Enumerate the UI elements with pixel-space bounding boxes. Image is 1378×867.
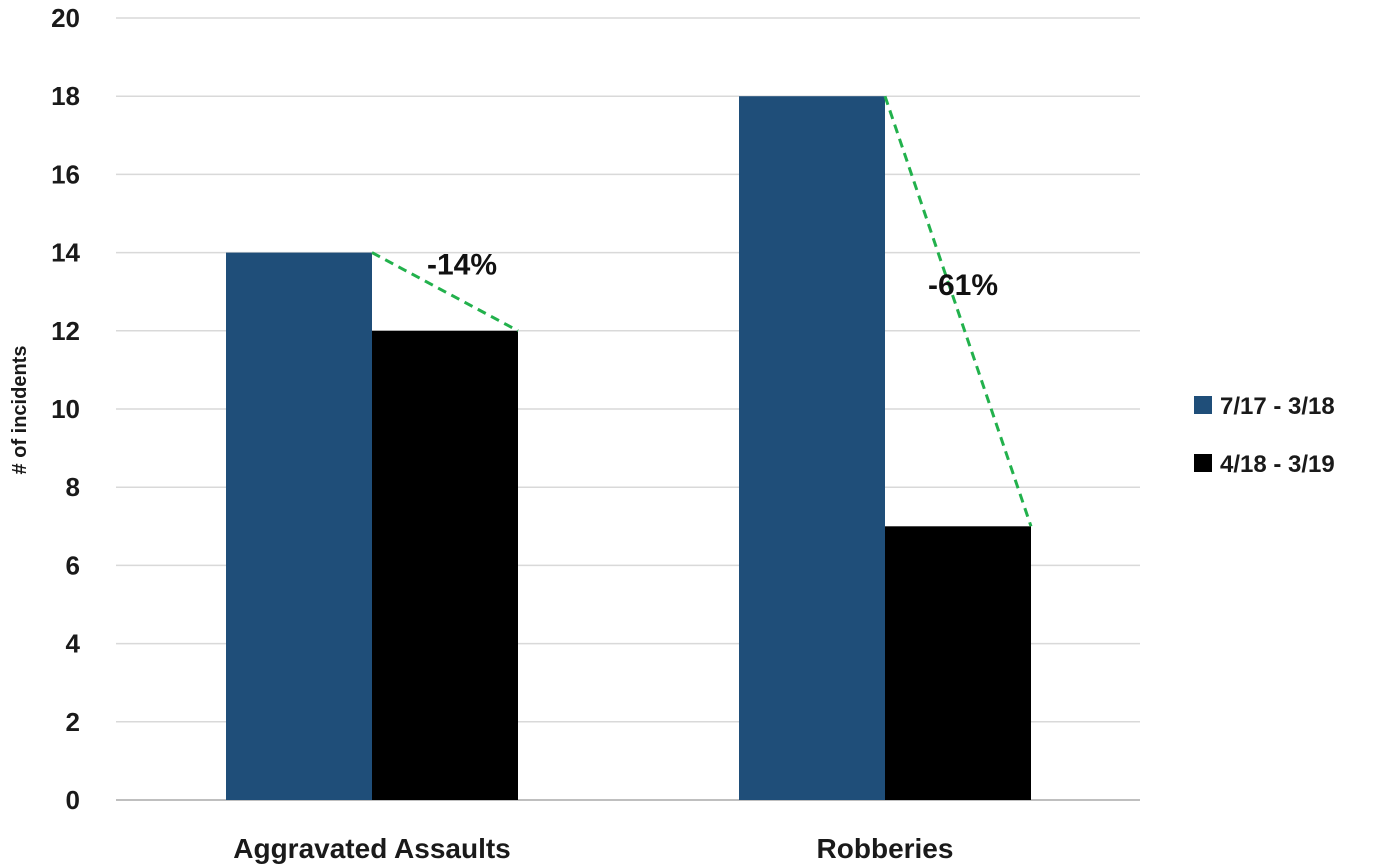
bar <box>739 96 885 800</box>
bars <box>226 96 1031 801</box>
y-tick-label: 10 <box>51 394 80 424</box>
change-annotations: -14% -61% <box>371 95 1033 527</box>
bar <box>885 526 1031 800</box>
bar <box>372 330 518 800</box>
legend-label: 4/18 - 3/19 <box>1220 451 1335 478</box>
y-axis-title: # of incidents <box>9 346 31 475</box>
x-category-label: Aggravated Assaults <box>233 833 511 864</box>
y-tick-label: 8 <box>66 472 80 502</box>
legend-swatch <box>1194 454 1212 472</box>
bar <box>226 252 372 801</box>
legend-swatch <box>1194 396 1212 414</box>
change-line <box>371 251 519 333</box>
change-label: -14% <box>427 249 497 282</box>
change-label: -61% <box>928 269 998 302</box>
y-tick-label: 4 <box>66 629 81 659</box>
y-tick-label: 14 <box>51 238 80 268</box>
legend-label: 7/17 - 3/18 <box>1220 393 1335 420</box>
legend: 7/17 - 3/18 4/18 - 3/19 <box>1194 393 1335 478</box>
x-category-label: Robberies <box>817 833 954 864</box>
y-tick-label: 12 <box>51 316 80 346</box>
y-tick-label: 2 <box>66 707 80 737</box>
y-tick-label: 6 <box>66 550 80 580</box>
y-tick-label: 0 <box>66 785 80 815</box>
y-tick-label: 20 <box>51 3 80 33</box>
change-line <box>883 95 1033 527</box>
y-axis-ticks: 0 2 4 6 8 10 12 14 16 18 20 <box>51 3 80 815</box>
x-axis-categories: Aggravated Assaults Robberies <box>233 833 953 864</box>
y-tick-label: 16 <box>51 159 80 189</box>
y-tick-label: 18 <box>51 81 80 111</box>
